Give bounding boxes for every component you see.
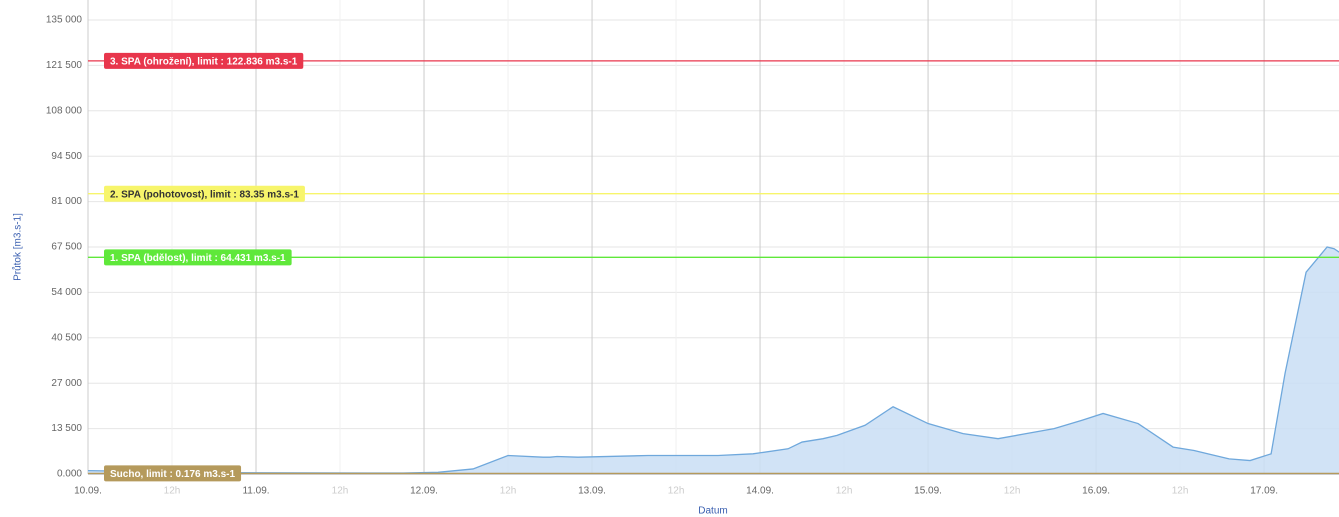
- y-tick-label: 40 500: [51, 332, 82, 343]
- threshold-label: 3. SPA (ohrožení), limit : 122.836 m3.s-…: [110, 57, 298, 68]
- x-tick-label: 12h: [1004, 486, 1021, 497]
- x-tick-label: 17.09.: [1250, 486, 1278, 497]
- y-tick-label: 0.000: [57, 469, 82, 480]
- threshold-badge-bg: [104, 465, 242, 482]
- area-fill: [88, 247, 1339, 474]
- y-tick-label: 81 000: [51, 196, 82, 207]
- x-tick-label: 12h: [1172, 486, 1189, 497]
- threshold-label: 2. SPA (pohotovost), limit : 83.35 m3.s-…: [110, 189, 299, 200]
- x-tick-label: 16.09.: [1082, 486, 1110, 497]
- threshold-badge-bg: [104, 52, 304, 69]
- y-tick-label: 27 000: [51, 378, 82, 389]
- x-axis-title: Datum: [698, 506, 727, 517]
- threshold-badge: 1. SPA (bdělost), limit : 64.431 m3.s-1: [104, 249, 292, 266]
- threshold-badge: Sucho, limit : 0.176 m3.s-1: [104, 465, 242, 482]
- threshold-badge-bg: [104, 249, 292, 266]
- x-tick-label: 14.09.: [746, 486, 774, 497]
- y-tick-label: 54 000: [51, 287, 82, 298]
- x-tick-label: 12h: [500, 486, 517, 497]
- x-tick-label: 13.09.: [578, 486, 606, 497]
- x-tick-label: 15.09.: [914, 486, 942, 497]
- y-tick-label: 121 500: [46, 60, 83, 71]
- threshold-label: Sucho, limit : 0.176 m3.s-1: [110, 469, 235, 480]
- x-tick-label: 12h: [668, 486, 685, 497]
- x-tick-label: 10.09.: [74, 486, 102, 497]
- threshold-badge: 2. SPA (pohotovost), limit : 83.35 m3.s-…: [104, 185, 305, 202]
- x-tick-label: 12.09.: [410, 486, 438, 497]
- line: [87, 246, 1339, 474]
- y-axis-title: Průtok [m3.s-1]: [12, 213, 24, 281]
- y-tick-label: 94 500: [51, 151, 82, 162]
- y-tick-label: 135 000: [46, 15, 83, 26]
- threshold-badge-bg: [104, 185, 305, 202]
- x-tick-label: 12h: [332, 486, 349, 497]
- y-tick-label: 108 000: [46, 105, 83, 116]
- y-tick-label: 67 500: [51, 242, 82, 253]
- x-tick-label: 12h: [836, 486, 853, 497]
- threshold-badge: 3. SPA (ohrožení), limit : 122.836 m3.s-…: [104, 52, 304, 69]
- threshold-label: 1. SPA (bdělost), limit : 64.431 m3.s-1: [110, 253, 286, 264]
- x-tick-label: 12h: [164, 486, 181, 497]
- y-tick-label: 13 500: [51, 423, 82, 434]
- x-tick-label: 11.09.: [242, 486, 269, 497]
